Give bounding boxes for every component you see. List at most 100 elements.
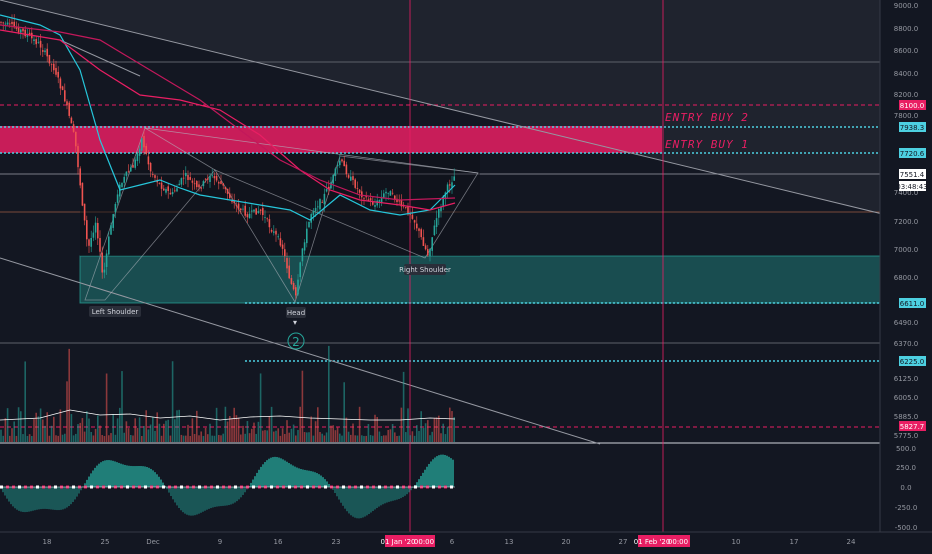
candle-body bbox=[7, 22, 9, 24]
candle-body bbox=[222, 183, 224, 185]
oscillator-bar bbox=[348, 487, 350, 513]
volume-bar bbox=[269, 416, 271, 442]
candle-body bbox=[79, 168, 81, 185]
candle-body bbox=[38, 42, 40, 43]
oscillator-bar bbox=[342, 487, 344, 506]
oscillator-bar bbox=[216, 487, 218, 507]
volume-bar bbox=[5, 418, 7, 442]
volume-bar bbox=[438, 416, 440, 442]
candle-body bbox=[159, 183, 161, 184]
volume-bar bbox=[383, 435, 385, 442]
oscillator-bar bbox=[306, 470, 308, 487]
candle-body bbox=[275, 231, 277, 235]
left-shoulder-label: Left Shoulder bbox=[92, 308, 139, 316]
oscillator-bar bbox=[386, 487, 388, 503]
oscillator-bar bbox=[4, 487, 6, 496]
volume-bar bbox=[126, 421, 128, 442]
oscillator-bar bbox=[106, 460, 108, 487]
volume-bar bbox=[231, 418, 233, 442]
price-tick-label: 7200.0 bbox=[894, 218, 919, 226]
candle-body bbox=[295, 287, 297, 295]
volume-bar bbox=[51, 426, 53, 442]
oscillator-bar bbox=[258, 470, 260, 487]
candle-body bbox=[271, 230, 273, 232]
volume-bar bbox=[95, 429, 97, 442]
candle-body bbox=[73, 124, 75, 132]
volume-bar bbox=[172, 361, 174, 442]
candle-body bbox=[229, 193, 231, 198]
volume-bar bbox=[112, 414, 114, 442]
oscillator-bar bbox=[226, 487, 228, 505]
oscillator-bar bbox=[104, 460, 106, 487]
volume-bar bbox=[332, 425, 334, 442]
oscillator-bar bbox=[442, 455, 444, 487]
volume-bar bbox=[227, 422, 229, 442]
oscillator-bar bbox=[30, 487, 32, 511]
time-highlight-jan: 01 Jan '20 bbox=[381, 538, 416, 546]
candle-body bbox=[335, 169, 337, 176]
oscillator-bar bbox=[68, 487, 70, 506]
candle-body bbox=[337, 165, 339, 166]
volume-bar bbox=[299, 407, 301, 442]
oscillator-bar bbox=[122, 464, 124, 487]
candle-body bbox=[247, 214, 249, 217]
oscillator-bar bbox=[256, 473, 258, 487]
candle-body bbox=[273, 231, 275, 232]
candle-body bbox=[150, 163, 152, 171]
volume-bar bbox=[192, 418, 194, 442]
support-zone[interactable] bbox=[80, 256, 880, 303]
oscillator-bar bbox=[436, 456, 438, 487]
candle-body bbox=[262, 208, 264, 215]
candle-body bbox=[258, 211, 260, 213]
time-highlight-jan-time: 00:00 bbox=[414, 538, 434, 546]
volume-bar bbox=[286, 420, 288, 442]
oscillator-bar bbox=[314, 472, 316, 487]
volume-bar bbox=[405, 432, 407, 442]
oscillator-bar bbox=[38, 487, 40, 509]
volume-bar bbox=[240, 435, 242, 442]
candle-body bbox=[207, 178, 209, 179]
oscillator-bar bbox=[196, 487, 198, 515]
volume-bar bbox=[203, 436, 205, 442]
time-highlight-feb-time: 00:00 bbox=[668, 538, 688, 546]
oscillator-bar bbox=[260, 467, 262, 487]
label-7938: 7938.3 bbox=[900, 124, 925, 132]
oscillator-bar bbox=[282, 459, 284, 487]
volume-bar bbox=[273, 432, 275, 442]
candle-body bbox=[284, 249, 286, 256]
volume-bar bbox=[418, 431, 420, 442]
oscillator-bar bbox=[448, 457, 450, 487]
price-tick-label: 9000.0 bbox=[894, 2, 919, 10]
oscillator-bar bbox=[238, 487, 240, 499]
volume-bar bbox=[33, 419, 35, 442]
candle-body bbox=[176, 188, 178, 191]
time-tick-label: 6 bbox=[450, 538, 455, 546]
candle-body bbox=[227, 189, 229, 194]
candle-body bbox=[170, 193, 172, 195]
candle-body bbox=[429, 249, 431, 256]
oscillator-bar bbox=[152, 470, 154, 487]
oscillator-bar bbox=[368, 487, 370, 514]
volume-bar bbox=[214, 436, 216, 442]
time-tick-label: 10 bbox=[732, 538, 741, 546]
volume-bar bbox=[189, 436, 191, 442]
volume-bar bbox=[445, 434, 447, 442]
candle-body bbox=[423, 237, 425, 246]
oscillator-bar bbox=[64, 487, 66, 509]
volume-bar bbox=[374, 415, 376, 442]
volume-bar bbox=[359, 407, 361, 442]
volume-bar bbox=[370, 435, 372, 442]
oscillator-bar bbox=[284, 461, 286, 487]
volume-bar bbox=[291, 429, 293, 442]
volume-bar bbox=[372, 436, 374, 442]
volume-bar bbox=[218, 435, 220, 442]
volume-bar bbox=[187, 425, 189, 442]
oscillator-bar bbox=[266, 460, 268, 487]
volume-bar bbox=[429, 435, 431, 442]
volume-bar bbox=[16, 436, 18, 442]
volume-bar bbox=[297, 430, 299, 442]
oscillator-bar bbox=[132, 466, 134, 487]
candle-body bbox=[324, 194, 326, 204]
